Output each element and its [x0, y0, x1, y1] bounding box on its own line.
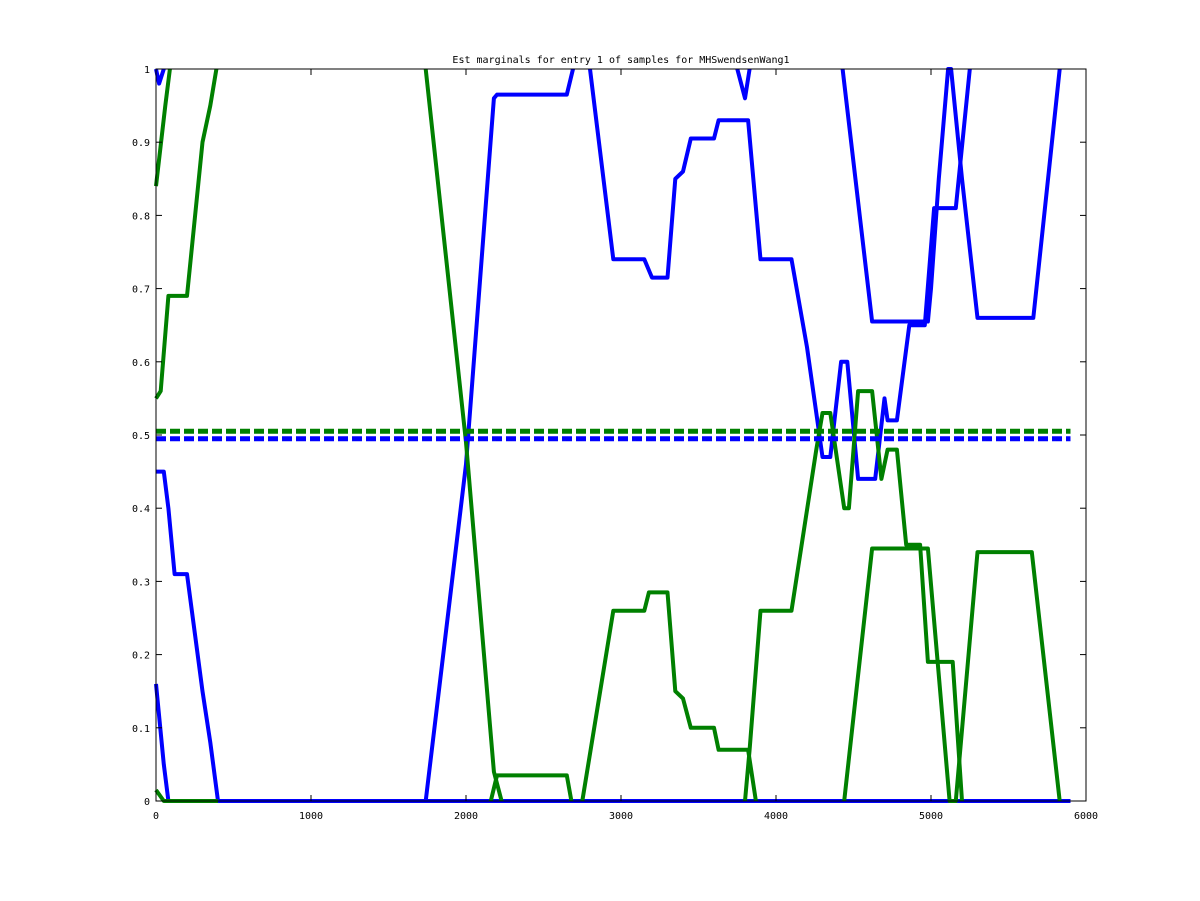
- series-line-green-11: [423, 68, 504, 802]
- x-tick-label: 0: [153, 811, 159, 822]
- series-line-green-12: [488, 773, 574, 802]
- series-line-green-8: [154, 68, 172, 187]
- series-line-green-13: [580, 590, 758, 802]
- series-line-green-9: [154, 68, 219, 400]
- y-tick-label: 0.8: [132, 211, 150, 222]
- series-line-green-14: [743, 389, 964, 802]
- y-tick-label: 0: [144, 797, 150, 808]
- series-line-blue-6: [735, 68, 752, 101]
- y-tick-label: 0.2: [132, 651, 150, 662]
- y-tick-label: 0.4: [132, 504, 150, 515]
- y-tick-label: 0.6: [132, 358, 150, 369]
- chart-title: Est marginals for entry 1 of samples for…: [452, 55, 789, 66]
- series-line-blue-5: [588, 68, 972, 481]
- y-tick-label: 0.9: [132, 138, 150, 149]
- y-tick-label: 1: [144, 65, 150, 76]
- axes-layer: 0 1000 2000 3000 4000 5000 6000 0 0.1 0.2 0.3 0.4 0.…: [132, 65, 1098, 822]
- series-line-blue-1: [154, 68, 166, 86]
- y-tick-label: 0.3: [132, 577, 150, 588]
- x-tick-label: 4000: [764, 811, 788, 822]
- y-tick-label: 0.5: [132, 431, 150, 442]
- series-layer: [154, 67, 1071, 803]
- plot-frame: [155, 68, 1087, 802]
- x-tick-label: 6000: [1074, 811, 1098, 822]
- series-line-blue-2: [156, 469, 220, 802]
- y-tick-label: 0.1: [132, 724, 150, 735]
- x-tick-label: 2000: [454, 811, 478, 822]
- y-tick-label: 0.7: [132, 285, 150, 296]
- x-tick-label: 3000: [609, 811, 633, 822]
- x-tick-label: 5000: [919, 811, 943, 822]
- series-line-blue-7: [840, 67, 1062, 324]
- series-line-blue-3: [154, 683, 1071, 803]
- x-tick-label: 1000: [299, 811, 323, 822]
- series-line-blue-4: [423, 68, 575, 802]
